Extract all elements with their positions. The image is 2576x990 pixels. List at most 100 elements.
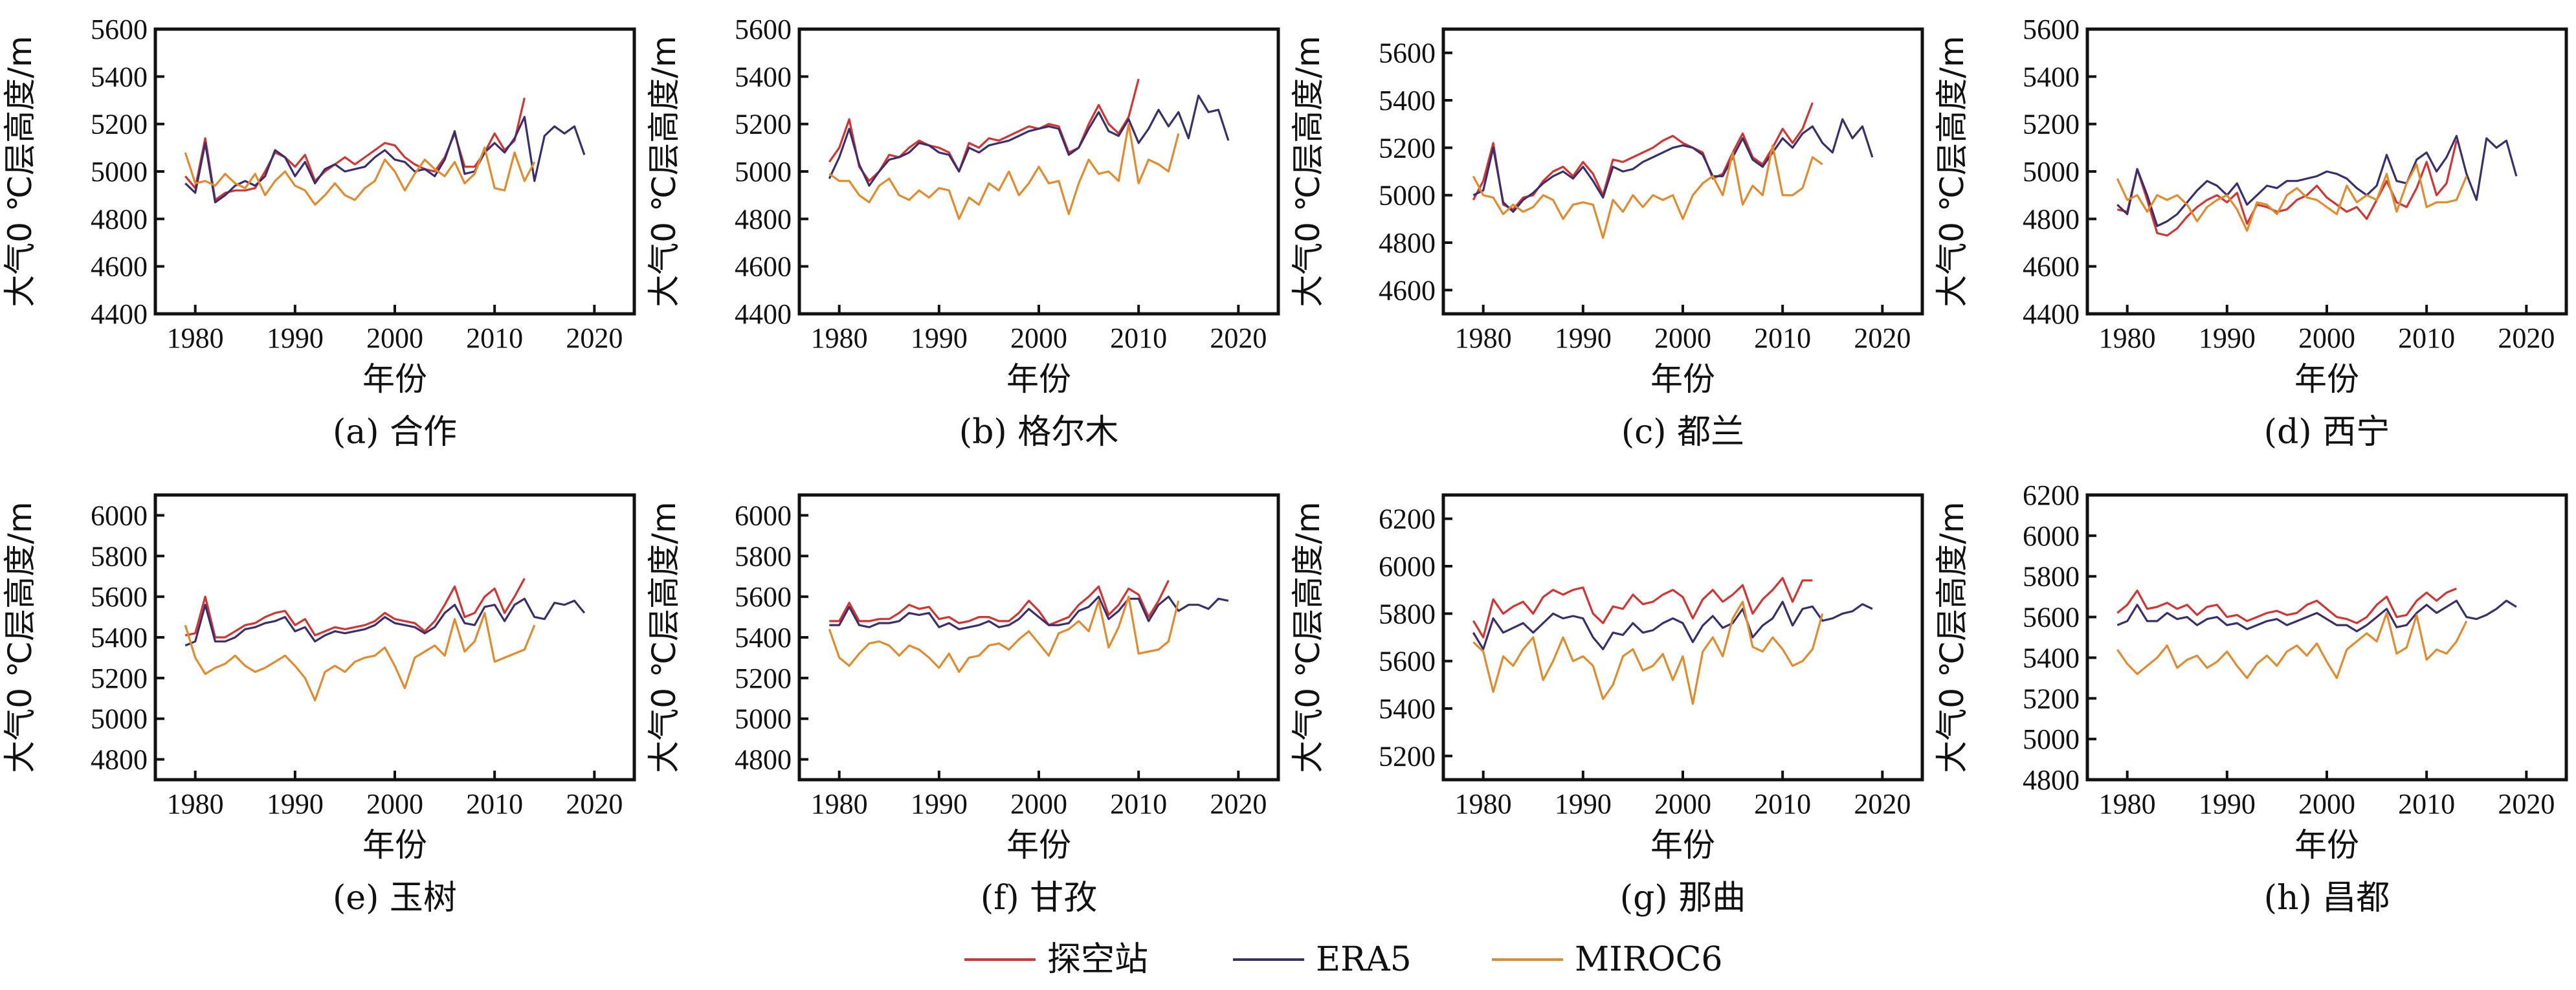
x-tick-label: 2000 [1654,322,1711,354]
x-tick-label: 2000 [2298,788,2355,820]
series-line-station [2116,588,2458,624]
x-tick-label: 2010 [1754,788,1811,820]
y-tick-label: 5200 [735,109,792,140]
panel-caption: (d) 西宁 [2264,413,2390,452]
y-tick-label: 4600 [735,251,792,283]
x-tick-label: 2000 [1010,788,1067,820]
y-axis-title: 大气0 ℃层高度/m [1,501,39,773]
plot-frame [1441,27,1924,316]
x-axis-title: 年份 [1006,360,1071,398]
x-axis-title: 年份 [2294,360,2359,398]
series-line-era5 [829,595,1229,631]
panels: 4400 4600 4800 5000 5200 5400 5600 1980 1990 2000… [1,14,2568,918]
y-tick-label: 5000 [735,703,792,735]
panel-caption: (h) 昌都 [2264,879,2390,918]
y-tick-label: 4400 [2023,298,2080,330]
x-tick-label: 2010 [466,322,523,354]
y-tick-label: 4800 [2023,764,2080,796]
series-line-era5 [184,116,586,204]
y-axis-title: 大气0 ℃层高度/m [1933,501,1971,773]
x-tick-label: 2000 [1010,322,1067,354]
y-tick-label: 5400 [1379,85,1436,116]
y-tick-label: 5400 [91,622,148,654]
y-axis-title: 大气0 ℃层高度/m [1933,36,1971,307]
x-tick-label: 1980 [167,788,224,820]
series-line-miroc6 [2116,611,2468,679]
x-tick-label: 1980 [811,788,868,820]
y-axis-title: 大气0 ℃层高度/m [1289,36,1327,307]
y-tick-label: 6200 [1379,503,1436,535]
y-tick-label: 5600 [1379,646,1436,677]
series-line-station [1472,577,1813,639]
x-tick-label: 2020 [1854,788,1911,820]
x-tick-label: 1990 [267,788,324,820]
y-tick-label: 5200 [91,663,148,694]
x-tick-label: 2000 [366,788,423,820]
series-line-station [184,97,526,201]
y-tick-label: 5000 [91,156,148,188]
y-tick-label: 4600 [2023,251,2080,283]
x-axis-title: 年份 [1650,360,1715,398]
y-tick-label: 5800 [2023,561,2080,593]
panel-caption: (b) 格尔木 [959,413,1118,452]
plot-frame [1441,493,1924,782]
y-tick-label: 5200 [2023,683,2080,714]
y-tick-label: 6000 [2023,520,2080,552]
x-tick-label: 1980 [2099,322,2156,354]
x-tick-label: 1990 [2199,322,2256,354]
legend: 探空站 ERA5 MIROC6 [964,940,1722,979]
panel-caption: (a) 合作 [333,413,457,452]
series-line-era5 [1472,118,1874,213]
y-axis-title: 大气0 ℃层高度/m [645,501,683,773]
x-tick-label: 2000 [2298,322,2355,354]
x-tick-label: 1990 [1555,322,1612,354]
x-axis-title: 年份 [1006,826,1071,864]
y-tick-label: 5600 [91,581,148,613]
y-tick-label: 5600 [735,581,792,613]
y-tick-label: 5600 [1379,38,1436,69]
chart-panel: 4600 4800 5000 5200 5400 5600 1980 1990 2000 2010… [1289,27,1924,452]
series-line-station [184,578,526,639]
x-tick-label: 2000 [366,322,423,354]
y-tick-label: 6200 [2023,479,2080,511]
x-tick-label: 1990 [1555,788,1612,820]
y-tick-label: 6000 [1379,551,1436,582]
panel-caption: (e) 玉树 [333,879,457,918]
y-tick-label: 5400 [735,622,792,654]
series-line-era5 [2116,599,2517,633]
x-tick-label: 1990 [911,788,968,820]
y-tick-label: 5400 [1379,693,1436,725]
y-tick-label: 4800 [735,744,792,776]
y-tick-label: 5400 [2023,642,2080,674]
x-tick-label: 2020 [2498,788,2555,820]
legend-item: ERA5 [1233,940,1412,979]
y-tick-label: 5800 [735,540,792,572]
y-tick-label: 4800 [2023,203,2080,235]
x-tick-label: 2020 [2498,322,2555,354]
series-line-miroc6 [1472,600,1824,705]
panel-caption: (c) 都兰 [1621,413,1744,452]
series-line-miroc6 [828,123,1180,220]
x-tick-label: 1980 [2099,788,2156,820]
x-tick-label: 1990 [2199,788,2256,820]
series-line-miroc6 [2116,163,2468,232]
chart-panel: 4800 5000 5200 5400 5600 5800 6000 1980 1990 2000… [645,493,1280,918]
legend-label: 探空站 [1047,940,1148,979]
x-tick-label: 2010 [2398,788,2455,820]
y-tick-label: 6000 [735,500,792,531]
series-line-miroc6 [184,611,536,702]
y-tick-label: 5400 [735,61,792,93]
x-tick-label: 2010 [466,788,523,820]
series-line-miroc6 [828,595,1180,674]
panel-caption: (g) 那曲 [1620,879,1746,918]
chart-panel: 4800 5000 5200 5400 5600 5800 6000 6200 1980 1990… [1933,479,2568,918]
y-tick-label: 5600 [2023,602,2080,633]
x-tick-label: 1980 [1455,322,1512,354]
y-tick-label: 5600 [735,14,792,45]
legend-label: MIROC6 [1575,940,1722,979]
y-tick-label: 4800 [91,744,148,776]
series-line-miroc6 [1472,144,1823,239]
x-axis-title: 年份 [1650,826,1715,864]
chart-panel: 5200 5400 5600 5800 6000 6200 1980 1990 2000 2010… [1289,493,1924,918]
